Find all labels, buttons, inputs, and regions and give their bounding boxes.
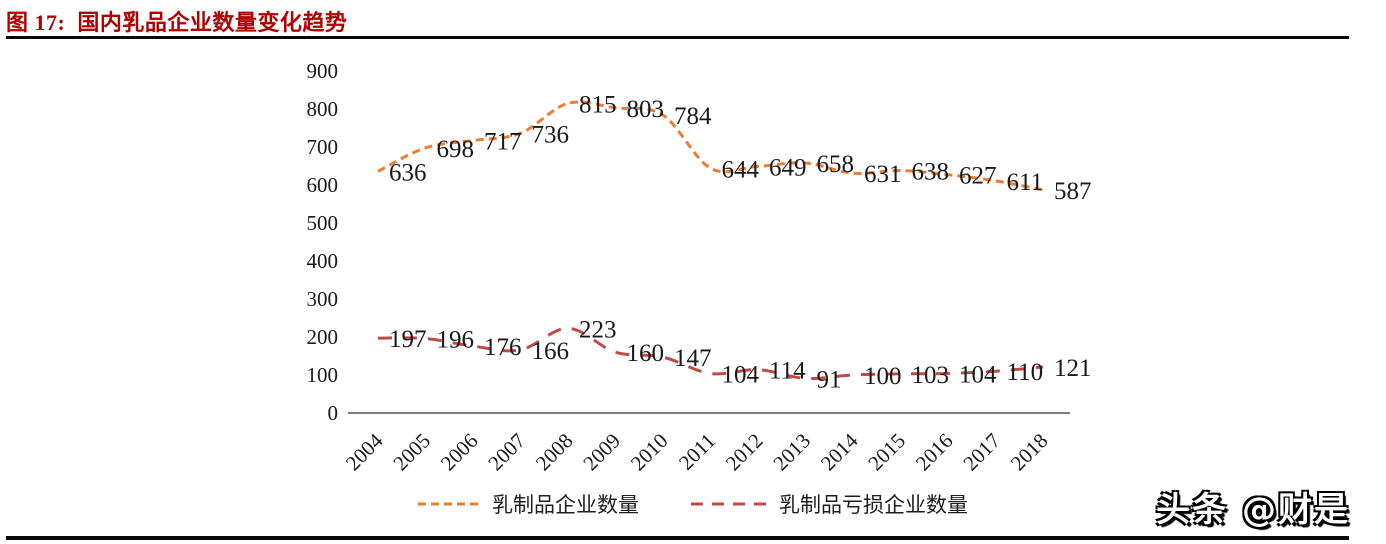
data-label: 121 (1054, 355, 1092, 382)
chart-legend: 乳制品企业数量 乳制品亏损企业数量 (0, 489, 1386, 519)
y-tick-label: 800 (307, 97, 339, 121)
x-tick-label: 2014 (816, 428, 863, 475)
data-label: 644 (722, 156, 760, 183)
x-tick-label: 2006 (436, 429, 483, 476)
series-labels-2: 197 196 176 166 223 160 147 104 114 91 100 103 104 11… (389, 316, 1092, 393)
legend-marker-dash (691, 502, 769, 506)
series-labels-1: 636 698 717 736 815 803 784 644 649 658 631 638 627 6… (389, 91, 1092, 205)
data-label: 223 (579, 316, 617, 343)
data-label: 104 (959, 361, 997, 388)
data-label: 197 (389, 326, 427, 353)
bottom-divider (6, 536, 1349, 540)
data-label: 611 (1007, 169, 1044, 196)
data-label: 638 (912, 159, 950, 186)
data-label: 658 (817, 151, 855, 178)
data-label: 587 (1054, 178, 1092, 205)
data-label: 103 (912, 362, 950, 389)
data-label: 631 (864, 161, 902, 188)
data-label: 114 (769, 358, 806, 385)
data-label: 815 (579, 91, 617, 118)
data-label: 100 (864, 363, 902, 390)
watermark: 头条 @财是 (1156, 490, 1350, 530)
y-tick-label: 0 (328, 401, 339, 425)
data-label: 636 (389, 159, 427, 186)
data-label: 91 (817, 366, 842, 393)
line-chart: 0 100 200 300 400 500 600 700 800 900 2004 2005 2006… (307, 59, 1092, 475)
series-line-1 (377, 100, 1044, 192)
y-tick-label: 100 (307, 363, 339, 387)
figure-title: 图 17: 国内乳品企业数量变化趋势 (6, 10, 348, 35)
data-label: 196 (437, 327, 475, 354)
series-line-2 (377, 326, 1044, 381)
x-axis-labels: 2004 2005 2006 2007 2008 2009 2010 2011 2012 2013… (341, 428, 1053, 475)
data-label: 147 (674, 345, 712, 372)
x-tick-label: 2018 (1006, 429, 1053, 476)
data-label: 649 (769, 154, 807, 181)
x-tick-label: 2010 (626, 429, 673, 476)
y-tick-label: 700 (307, 135, 339, 159)
x-tick-label: 2011 (674, 429, 720, 475)
data-label: 176 (484, 334, 522, 361)
data-label: 717 (484, 129, 522, 156)
y-axis-labels: 0 100 200 300 400 500 600 700 800 900 (307, 59, 339, 425)
data-label: 627 (959, 163, 997, 190)
legend-label: 乳制品亏损企业数量 (779, 493, 968, 517)
x-tick-label: 2017 (958, 429, 1005, 476)
y-tick-label: 200 (307, 325, 339, 349)
legend-item-1: 乳制品企业数量 (418, 489, 639, 519)
data-label: 736 (532, 121, 570, 148)
legend-item-2: 乳制品亏损企业数量 (691, 489, 968, 519)
title-divider (6, 36, 1349, 39)
x-tick-label: 2004 (341, 428, 388, 475)
x-tick-label: 2012 (721, 429, 768, 476)
data-label: 166 (532, 338, 570, 365)
data-label: 110 (1007, 359, 1044, 386)
x-tick-label: 2008 (531, 429, 578, 476)
y-tick-label: 300 (307, 287, 339, 311)
data-label: 160 (627, 340, 665, 367)
legend-marker-dash (418, 502, 482, 506)
x-tick-label: 2005 (388, 429, 435, 476)
y-tick-label: 400 (307, 249, 339, 273)
x-tick-label: 2009 (578, 429, 625, 476)
y-tick-label: 600 (307, 173, 339, 197)
data-label: 698 (437, 136, 475, 163)
legend-label: 乳制品企业数量 (492, 493, 639, 517)
x-tick-label: 2016 (911, 429, 958, 476)
y-tick-label: 500 (307, 211, 339, 235)
data-label: 803 (627, 96, 665, 123)
x-tick-label: 2013 (768, 429, 815, 476)
x-tick-label: 2015 (863, 429, 910, 476)
data-label: 784 (674, 103, 712, 130)
x-tick-label: 2007 (483, 429, 530, 476)
y-tick-label: 900 (307, 59, 339, 83)
data-label: 104 (722, 361, 760, 388)
